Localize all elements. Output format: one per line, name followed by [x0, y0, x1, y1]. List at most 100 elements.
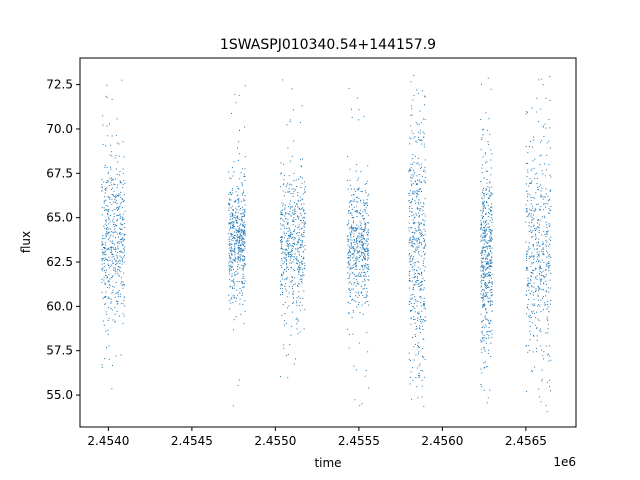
- data-point: [114, 270, 116, 272]
- data-point: [411, 193, 413, 195]
- data-point: [364, 256, 366, 258]
- data-point: [244, 173, 245, 175]
- data-point: [487, 141, 489, 143]
- data-point: [107, 227, 109, 229]
- data-point: [239, 259, 241, 261]
- data-point: [489, 226, 491, 228]
- data-point: [351, 108, 352, 110]
- data-point: [111, 246, 113, 248]
- data-point: [530, 255, 532, 257]
- data-point: [411, 227, 413, 229]
- data-point: [243, 249, 244, 251]
- data-point: [534, 209, 536, 211]
- data-point: [231, 113, 232, 114]
- data-point: [491, 193, 493, 195]
- data-point: [482, 294, 484, 296]
- data-point: [294, 229, 295, 231]
- data-point: [545, 295, 546, 297]
- data-point: [423, 170, 424, 172]
- data-point: [347, 266, 349, 268]
- data-point: [536, 275, 538, 277]
- data-point: [233, 249, 235, 251]
- data-point: [289, 259, 291, 261]
- data-point: [529, 194, 531, 196]
- data-point: [535, 277, 537, 279]
- data-point: [412, 258, 414, 260]
- data-point: [111, 251, 112, 253]
- data-point: [540, 279, 542, 281]
- data-point: [232, 188, 234, 190]
- data-point: [303, 251, 305, 253]
- data-point: [490, 88, 492, 90]
- data-point: [357, 210, 359, 212]
- data-point: [413, 306, 414, 308]
- data-point: [481, 289, 483, 291]
- y-tick-label: 60.0: [46, 299, 73, 313]
- data-point: [290, 236, 292, 238]
- data-point: [364, 228, 366, 229]
- data-point: [349, 273, 351, 275]
- data-point: [532, 322, 534, 324]
- data-point: [280, 265, 282, 267]
- data-point: [295, 262, 297, 264]
- data-point: [351, 247, 353, 249]
- data-point: [236, 186, 238, 188]
- data-point: [357, 201, 359, 203]
- data-point: [413, 256, 415, 258]
- data-point: [121, 284, 123, 286]
- data-point: [351, 253, 353, 255]
- data-point: [548, 291, 550, 293]
- data-point: [530, 226, 532, 228]
- data-point: [548, 261, 550, 263]
- data-point: [354, 227, 356, 229]
- data-point: [547, 303, 549, 305]
- data-point: [548, 360, 550, 362]
- data-point: [106, 249, 108, 251]
- data-point: [366, 287, 368, 289]
- data-point: [485, 221, 486, 222]
- data-point: [409, 238, 411, 240]
- data-point: [549, 127, 551, 129]
- data-point: [117, 206, 119, 208]
- data-point: [490, 250, 492, 252]
- data-point: [283, 231, 285, 233]
- data-point: [528, 299, 530, 300]
- data-point: [288, 247, 289, 249]
- data-point: [361, 241, 363, 243]
- data-point: [409, 376, 411, 378]
- data-point: [537, 295, 539, 297]
- data-point: [123, 261, 125, 263]
- data-point: [122, 281, 124, 283]
- data-point: [238, 236, 240, 238]
- data-point: [283, 227, 285, 229]
- data-point: [549, 303, 551, 305]
- data-point: [292, 297, 294, 299]
- data-point: [537, 189, 539, 191]
- data-point: [285, 240, 287, 242]
- data-point: [421, 214, 423, 216]
- data-point: [529, 146, 530, 147]
- data-point: [114, 230, 116, 232]
- data-point: [287, 269, 289, 270]
- data-point: [483, 193, 485, 195]
- data-point: [532, 245, 534, 247]
- data-point: [408, 271, 410, 273]
- data-point: [482, 267, 484, 269]
- data-point: [486, 202, 488, 204]
- data-point: [238, 259, 240, 261]
- data-point: [408, 222, 410, 224]
- data-point: [368, 268, 370, 270]
- data-point: [420, 129, 422, 131]
- data-point: [234, 252, 236, 254]
- data-point: [347, 188, 349, 190]
- data-point: [108, 317, 110, 319]
- data-point: [410, 310, 412, 311]
- data-point: [234, 274, 236, 276]
- data-point: [240, 208, 242, 209]
- data-point: [546, 224, 548, 226]
- data-point: [242, 212, 244, 214]
- data-point: [482, 232, 484, 234]
- data-point: [547, 328, 549, 330]
- data-point: [232, 259, 234, 261]
- data-point: [526, 313, 527, 315]
